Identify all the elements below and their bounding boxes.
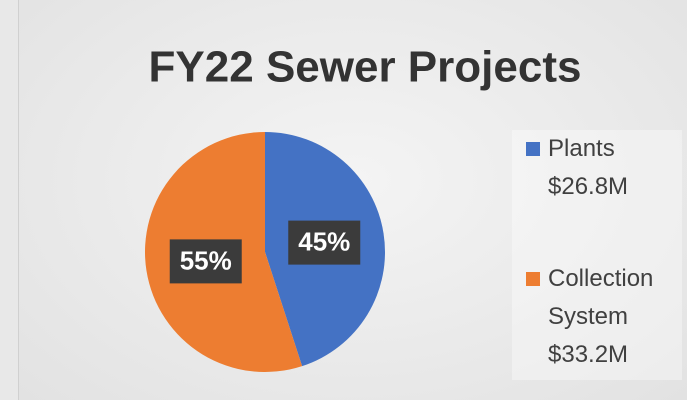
legend-label: Collection System $33.2M: [548, 265, 654, 368]
legend-item: Plants $26.8M: [526, 130, 680, 206]
data-label: 45%: [298, 226, 350, 256]
chart-title: FY22 Sewer Projects: [149, 43, 582, 92]
legend: Plants $26.8M Collection System $33.2M: [512, 130, 682, 380]
legend-swatch: [526, 142, 540, 156]
data-label-box: [169, 239, 242, 284]
data-label: 55%: [180, 245, 232, 275]
data-label-box: [288, 220, 361, 265]
legend-swatch: [526, 272, 540, 286]
legend-label: Plants $26.8M: [548, 135, 629, 200]
legend-item: Collection System $33.2M: [526, 260, 680, 374]
